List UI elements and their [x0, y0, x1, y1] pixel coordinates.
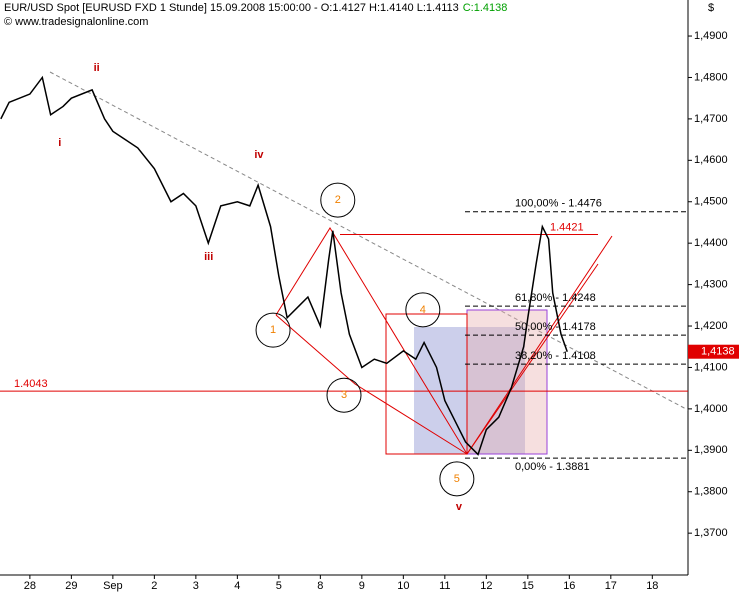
fan-line	[275, 235, 613, 455]
y-tick-label: 1,4900	[694, 30, 728, 42]
y-tick-label: 1,4100	[694, 361, 728, 373]
fib-label: 100,00% - 1.4476	[515, 198, 602, 210]
x-tick-label: 5	[276, 580, 282, 592]
x-tick-label: 17	[605, 580, 617, 592]
y-tick-label: 1,4300	[694, 279, 728, 291]
wave-label: iv	[254, 149, 264, 161]
x-tick-label: 4	[234, 580, 240, 592]
count-circle	[320, 182, 356, 218]
x-tick-label: 16	[563, 580, 575, 592]
x-tick-label: 11	[439, 580, 450, 592]
fan-line	[275, 227, 599, 455]
count-circle	[255, 312, 291, 348]
close-label: C:1.4138	[463, 2, 508, 14]
count-label: 5	[454, 473, 460, 485]
wave-label: v	[456, 501, 463, 513]
y-tick-label: 1,3700	[694, 527, 728, 539]
zone-box	[466, 309, 548, 455]
fib-label: 0,00% - 1.3881	[515, 461, 590, 473]
fib-label: 50,00% - 1.4178	[515, 321, 596, 333]
count-circle	[405, 292, 441, 328]
x-tick-label: 9	[359, 580, 365, 592]
y-tick-label: 1,4400	[694, 237, 728, 249]
x-tick-label: 28	[24, 580, 36, 592]
count-label: 4	[420, 304, 426, 316]
trend-line	[49, 71, 689, 411]
x-tick-label: 10	[397, 580, 409, 592]
red-level-label: 1.4043	[14, 378, 48, 390]
price-tag	[688, 344, 739, 359]
y-tick-label: 1,4600	[694, 154, 728, 166]
y-tick-label: 1,4000	[694, 403, 728, 415]
price-tag-label: 1,4138	[701, 346, 735, 358]
x-tick-label: 8	[317, 580, 323, 592]
x-tick-label: 12	[480, 580, 492, 592]
x-tick-label: 18	[646, 580, 658, 592]
currency: $	[708, 2, 714, 14]
x-tick-label: Sep	[103, 580, 123, 592]
y-tick-label: 1,3800	[694, 486, 728, 498]
count-label: 2	[335, 194, 341, 206]
wave-label: ii	[94, 62, 100, 74]
count-label: 3	[341, 389, 347, 401]
count-circle	[439, 461, 475, 497]
x-tick-label: 15	[522, 580, 534, 592]
red-level-label: 1.4421	[550, 221, 584, 233]
chart-title: EUR/USD Spot [EURUSD FXD 1 Stunde] 15.09…	[4, 2, 459, 14]
y-tick-label: 1,4800	[694, 71, 728, 83]
y-tick-label: 1,3900	[694, 444, 728, 456]
price-line	[0, 75, 568, 456]
x-tick-label: 3	[193, 580, 199, 592]
y-tick-label: 1,4500	[694, 196, 728, 208]
wave-label: iii	[204, 251, 213, 263]
fib-label: 38,20% - 1.4108	[515, 350, 596, 362]
fib-label: 61,80% - 1.4248	[515, 292, 596, 304]
source: © www.tradesignalonline.com	[4, 16, 148, 28]
count-circle	[326, 377, 362, 413]
y-tick-label: 1,4200	[694, 320, 728, 332]
zone-box	[385, 313, 468, 455]
count-label: 1	[270, 324, 276, 336]
y-tick-label: 1,4700	[694, 113, 728, 125]
x-tick-label: 2	[151, 580, 157, 592]
x-tick-label: 29	[65, 580, 77, 592]
wave-label: i	[58, 137, 61, 149]
